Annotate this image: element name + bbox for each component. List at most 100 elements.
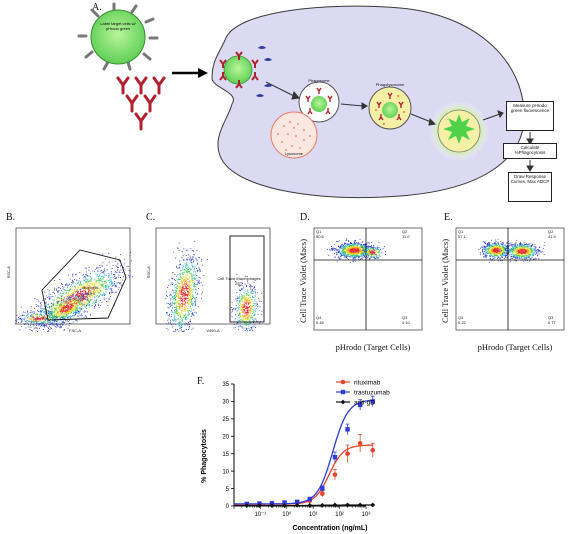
flow-c-event	[186, 281, 188, 282]
flow-c-event	[248, 299, 250, 301]
flow-b-event	[57, 290, 58, 292]
flow-b-event	[35, 304, 37, 305]
flow-b-event	[54, 316, 55, 318]
flow-b-event	[36, 313, 37, 315]
flow-e-event	[482, 241, 484, 242]
flow-d-event	[354, 249, 356, 250]
flow-b-event	[31, 320, 33, 322]
flow-b-event	[61, 316, 62, 318]
flow-c-event	[255, 308, 257, 309]
flow-b-event	[77, 282, 79, 284]
flow-c-event	[199, 269, 201, 270]
flow-c-event	[179, 304, 181, 306]
flow-b-event	[80, 298, 82, 300]
flow-d-event	[352, 251, 354, 253]
flow-b-event	[86, 271, 87, 273]
flow-b-event	[46, 318, 48, 320]
flow-b-event	[74, 300, 76, 302]
flow-c-event	[177, 318, 179, 320]
flow-e-event	[505, 256, 506, 258]
flow-c-event	[174, 302, 176, 304]
flow-b-event	[73, 301, 75, 303]
flow-c-event	[182, 282, 183, 284]
flow-c-event	[179, 306, 181, 307]
flow-e-event	[502, 242, 503, 244]
flow-b-event	[47, 303, 49, 305]
flow-b-event	[82, 300, 84, 302]
flow-b-event	[48, 324, 50, 325]
flow-c-event	[240, 306, 242, 308]
flow-b-event	[88, 291, 89, 293]
flow-b-event	[87, 276, 89, 277]
flow-c-event	[184, 294, 185, 295]
flow-b-event	[74, 297, 76, 299]
flow-d-event	[340, 255, 342, 257]
flow-e-event	[506, 254, 508, 256]
flow-c-event	[253, 305, 255, 306]
flow-b-event	[98, 278, 99, 280]
flow-b-event	[31, 322, 33, 323]
flow-b-event	[66, 307, 67, 308]
flow-d-event	[345, 251, 346, 253]
flow-d-event	[343, 251, 345, 253]
flow-b-event	[53, 317, 55, 319]
flow-d-event	[354, 252, 356, 253]
flow-c-event	[250, 311, 252, 313]
flow-e-event	[490, 254, 492, 256]
flow-b-event	[65, 314, 67, 316]
flow-b-event	[77, 310, 79, 311]
flow-b-event	[67, 302, 69, 304]
flow-c-event	[259, 322, 261, 324]
flow-c-event	[245, 314, 247, 316]
flow-d-event	[350, 251, 351, 253]
flow-c-event	[250, 317, 252, 319]
flow-d-event	[341, 244, 342, 246]
flow-d-event	[361, 245, 363, 247]
flow-c-event	[177, 278, 179, 280]
flow-b-event	[61, 284, 63, 285]
flow-b-event	[100, 284, 102, 285]
flow-d-event	[379, 255, 381, 257]
flow-c-event	[193, 285, 195, 287]
flow-d-event	[361, 255, 363, 257]
flow-d-event	[354, 253, 355, 255]
flow-d-event	[374, 253, 376, 255]
flow-c-event	[188, 292, 190, 294]
flow-e-event	[494, 251, 496, 253]
flow-c-event	[248, 301, 250, 302]
flow-c-event	[191, 298, 192, 300]
flow-d-event	[355, 256, 357, 258]
flow-d-event	[345, 257, 347, 259]
flow-c-event	[189, 289, 191, 291]
flow-b-event	[86, 294, 88, 296]
flow-c-event	[189, 289, 190, 291]
flow-c-event	[177, 301, 179, 303]
flow-b-event	[63, 300, 65, 302]
flow-d-event	[357, 251, 359, 253]
flow-c-event	[249, 322, 251, 324]
flow-b-event	[98, 295, 100, 297]
flow-c-event	[177, 296, 179, 298]
flow-b-event	[99, 265, 101, 266]
flow-b-event	[93, 303, 95, 305]
flow-b-event	[42, 315, 44, 317]
flow-b-event	[53, 316, 54, 318]
flow-b-event	[65, 301, 67, 302]
flow-c-event	[187, 257, 189, 259]
flow-e-event	[496, 250, 498, 252]
flow-b-event	[38, 323, 40, 325]
flow-b-event	[89, 300, 90, 301]
flow-b-event	[67, 301, 69, 303]
flow-b-event	[77, 297, 79, 298]
flow-c-event	[244, 306, 246, 307]
flow-b-event	[49, 307, 50, 309]
flow-c-event	[250, 291, 252, 293]
flow-b-event	[100, 290, 102, 292]
flow-c-event	[195, 258, 197, 260]
flow-e-event	[484, 246, 486, 248]
flow-c-event	[193, 260, 195, 262]
flow-b-event	[59, 310, 61, 312]
flow-c-event	[177, 314, 179, 316]
flow-b-event	[68, 292, 70, 293]
flow-b-event	[35, 318, 37, 319]
